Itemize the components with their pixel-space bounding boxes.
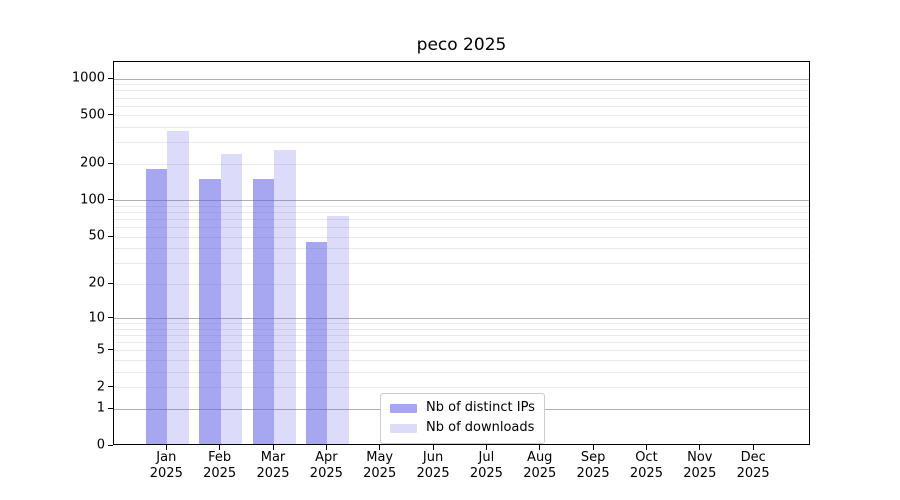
minor-gridline: [114, 387, 809, 389]
minor-gridline: [114, 97, 809, 99]
y-tick-label: 20: [88, 275, 105, 291]
minor-gridline: [114, 328, 809, 330]
minor-gridline: [114, 371, 809, 373]
x-axis-tick: [165, 445, 167, 450]
x-tick-label: Apr 2025: [309, 450, 343, 481]
x-tick-label: Sep 2025: [576, 450, 610, 481]
minor-gridline: [114, 163, 809, 165]
minor-gridline: [114, 212, 809, 214]
major-gridline: [114, 78, 809, 80]
bar-apr-distinct-ips: [305, 241, 328, 444]
minor-gridline: [114, 127, 809, 129]
y-axis-tick: [108, 77, 113, 79]
legend: Nb of distinct IPs Nb of downloads: [380, 393, 545, 444]
minor-gridline: [114, 115, 809, 117]
plot-area: [113, 61, 810, 445]
y-axis-tick: [108, 444, 113, 446]
x-tick-label: Mar 2025: [256, 450, 290, 481]
minor-gridline: [114, 283, 809, 285]
minor-gridline: [114, 142, 809, 144]
minor-gridline: [114, 323, 809, 325]
legend-label-distinct-ips: Nb of distinct IPs: [426, 400, 535, 415]
x-axis-tick: [485, 445, 487, 450]
minor-gridline: [114, 105, 809, 107]
x-tick-label: May 2025: [363, 450, 397, 481]
x-axis-tick: [432, 445, 434, 450]
minor-gridline: [114, 335, 809, 337]
legend-item-distinct-ips: Nb of distinct IPs: [390, 398, 535, 418]
minor-gridline: [114, 360, 809, 362]
x-axis-tick: [379, 445, 381, 450]
y-tick-label: 0: [96, 437, 105, 453]
y-axis-tick: [108, 407, 113, 409]
y-tick-label: 100: [80, 192, 105, 208]
y-tick-label: 1: [96, 400, 105, 416]
x-axis-tick: [539, 445, 541, 450]
x-axis-tick: [645, 445, 647, 450]
legend-item-downloads: Nb of downloads: [390, 418, 535, 438]
x-tick-label: Nov 2025: [683, 450, 717, 481]
minor-gridline: [114, 236, 809, 238]
major-gridline: [114, 200, 809, 202]
y-tick-label: 200: [80, 155, 105, 171]
y-tick-label: 1000: [71, 70, 105, 86]
y-axis-tick: [108, 235, 113, 237]
bar-feb-distinct-ips: [199, 178, 221, 444]
y-axis-tick: [108, 317, 113, 319]
minor-gridline: [114, 342, 809, 344]
bar-mar-distinct-ips: [252, 178, 274, 444]
y-axis-tick: [108, 349, 113, 351]
y-tick-label: 2: [96, 379, 105, 395]
x-tick-label: Feb 2025: [203, 450, 237, 481]
x-axis-tick: [219, 445, 221, 450]
x-axis-tick: [699, 445, 701, 450]
x-axis-tick: [325, 445, 327, 450]
x-tick-label: Jul 2025: [469, 450, 503, 481]
bar-jan-distinct-ips: [145, 169, 168, 444]
minor-gridline: [114, 350, 809, 352]
minor-gridline: [114, 263, 809, 265]
y-axis-tick: [108, 199, 113, 201]
y-tick-label: 50: [88, 228, 105, 244]
x-tick-label: Dec 2025: [736, 450, 770, 481]
y-tick-label: 5: [96, 342, 105, 358]
minor-gridline: [114, 219, 809, 221]
y-axis-tick: [108, 282, 113, 284]
minor-gridline: [114, 205, 809, 207]
major-gridline: [114, 318, 809, 320]
bar-apr-downloads: [327, 216, 349, 444]
x-tick-label: Jun 2025: [416, 450, 450, 481]
bar-feb-downloads: [220, 153, 243, 444]
minor-gridline: [114, 227, 809, 229]
y-axis-tick: [108, 114, 113, 116]
y-axis-tick: [108, 386, 113, 388]
bar-jan-downloads: [167, 130, 189, 444]
legend-swatch-distinct-ips: [390, 403, 417, 413]
minor-gridline: [114, 84, 809, 86]
y-axis-tick: [108, 162, 113, 164]
x-axis-tick: [752, 445, 754, 450]
x-tick-label: Oct 2025: [629, 450, 663, 481]
y-tick-label: 10: [88, 310, 105, 326]
x-axis-tick: [272, 445, 274, 450]
legend-label-downloads: Nb of downloads: [426, 420, 535, 435]
x-tick-label: Jan 2025: [149, 450, 183, 481]
bar-mar-downloads: [274, 149, 296, 444]
y-tick-label: 500: [80, 107, 105, 123]
chart-title: peco 2025: [416, 35, 507, 55]
minor-gridline: [114, 248, 809, 250]
minor-gridline: [114, 90, 809, 92]
legend-swatch-downloads: [390, 423, 417, 433]
x-axis-tick: [592, 445, 594, 450]
x-tick-label: Aug 2025: [523, 450, 557, 481]
